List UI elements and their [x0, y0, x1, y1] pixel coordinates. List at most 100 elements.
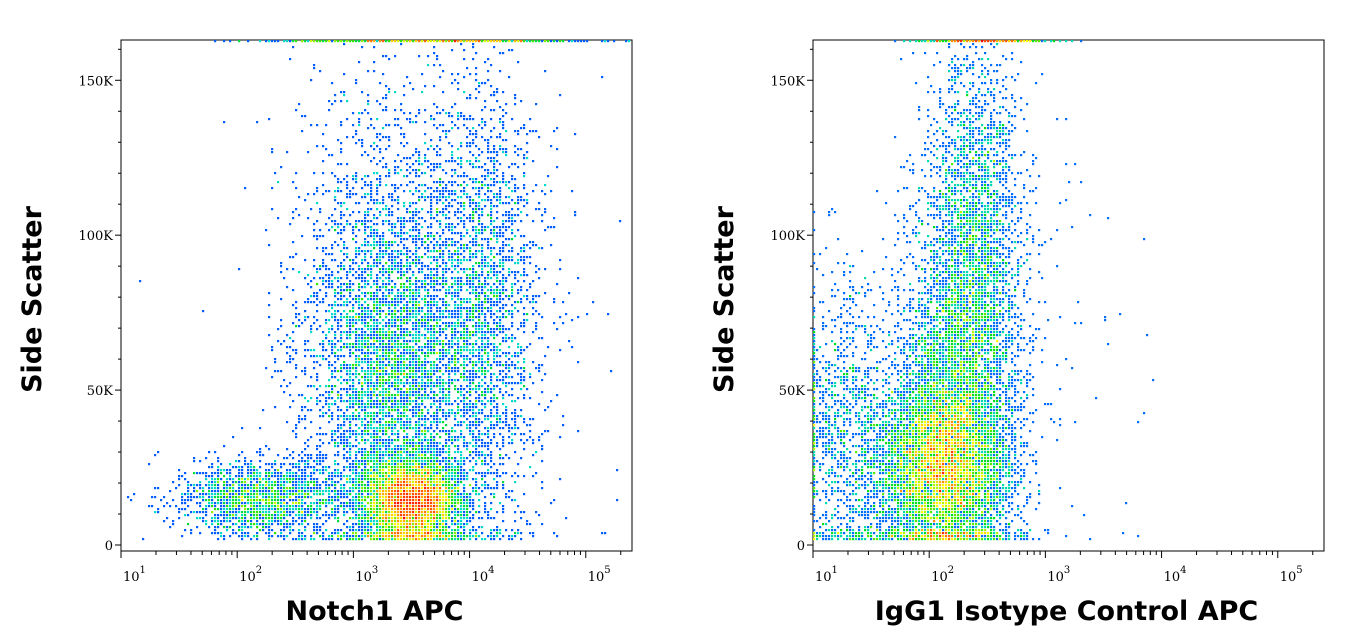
density-point: [454, 289, 457, 292]
density-point: [430, 487, 433, 490]
density-point: [403, 514, 406, 517]
density-point: [358, 406, 361, 409]
density-point: [343, 247, 346, 250]
density-point: [412, 274, 415, 277]
density-point: [403, 448, 406, 451]
density-point: [394, 358, 397, 361]
density-point: [241, 526, 244, 529]
density-point: [331, 271, 334, 274]
density-point: [334, 487, 337, 490]
density-point: [418, 364, 421, 367]
density-point: [433, 475, 436, 478]
density-point: [388, 196, 391, 199]
density-point: [442, 532, 445, 535]
density-point: [367, 514, 370, 517]
density-point: [172, 499, 175, 502]
density-point: [289, 406, 292, 409]
density-point: [427, 382, 430, 385]
density-point: [475, 415, 478, 418]
density-point: [367, 370, 370, 373]
density-point: [358, 523, 361, 526]
density-point: [280, 499, 283, 502]
density-point: [460, 322, 463, 325]
density-point: [289, 523, 292, 526]
density-point: [370, 499, 373, 502]
density-point: [367, 400, 370, 403]
density-point: [535, 328, 538, 331]
density-point: [457, 526, 460, 529]
density-point: [397, 343, 400, 346]
density-point: [250, 538, 253, 541]
density-point: [484, 361, 487, 364]
density-point: [397, 196, 400, 199]
density-point: [343, 511, 346, 514]
density-point: [265, 475, 268, 478]
density-point: [469, 370, 472, 373]
density-point: [406, 313, 409, 316]
density-point: [352, 316, 355, 319]
density-point: [325, 268, 328, 271]
density-point: [367, 220, 370, 223]
density-point: [280, 496, 283, 499]
density-point: [295, 301, 298, 304]
density-point: [412, 307, 415, 310]
density-point: [364, 424, 367, 427]
density-point: [319, 268, 322, 271]
density-point: [367, 517, 370, 520]
density-point: [391, 466, 394, 469]
density-point: [409, 391, 412, 394]
density-point: [334, 337, 337, 340]
density-point: [400, 397, 403, 400]
density-point: [340, 376, 343, 379]
density-point: [484, 463, 487, 466]
density-point: [307, 409, 310, 412]
density-point: [376, 472, 379, 475]
density-point: [340, 268, 343, 271]
density-point: [487, 343, 490, 346]
density-point: [490, 364, 493, 367]
density-point: [226, 529, 229, 532]
density-point: [472, 319, 475, 322]
density-point: [427, 469, 430, 472]
density-point: [358, 478, 361, 481]
density-point: [175, 487, 178, 490]
density-point: [358, 289, 361, 292]
density-point: [391, 343, 394, 346]
density-point: [364, 394, 367, 397]
density-point: [370, 277, 373, 280]
density-point: [358, 337, 361, 340]
density-point: [454, 529, 457, 532]
density-point: [418, 328, 421, 331]
density-point: [466, 499, 469, 502]
density-point: [442, 232, 445, 235]
density-point: [382, 340, 385, 343]
density-point: [343, 289, 346, 292]
density-point: [340, 262, 343, 265]
density-point: [439, 406, 442, 409]
density-point: [433, 448, 436, 451]
density-point: [334, 334, 337, 337]
density-point: [445, 283, 448, 286]
density-point: [472, 517, 475, 520]
density-point: [226, 514, 229, 517]
density-point: [340, 433, 343, 436]
density-point: [379, 457, 382, 460]
density-point: [445, 322, 448, 325]
density-point: [436, 367, 439, 370]
density-point: [394, 448, 397, 451]
density-point: [445, 415, 448, 418]
density-point: [331, 307, 334, 310]
density-point: [310, 478, 313, 481]
density-point: [169, 505, 172, 508]
density-point: [451, 361, 454, 364]
density-point: [409, 403, 412, 406]
density-point: [466, 505, 469, 508]
density-point: [457, 406, 460, 409]
density-point: [385, 244, 388, 247]
density-point: [427, 457, 430, 460]
density-point: [421, 505, 424, 508]
density-point: [397, 520, 400, 523]
density-point: [358, 346, 361, 349]
density-point: [490, 397, 493, 400]
density-point: [370, 469, 373, 472]
